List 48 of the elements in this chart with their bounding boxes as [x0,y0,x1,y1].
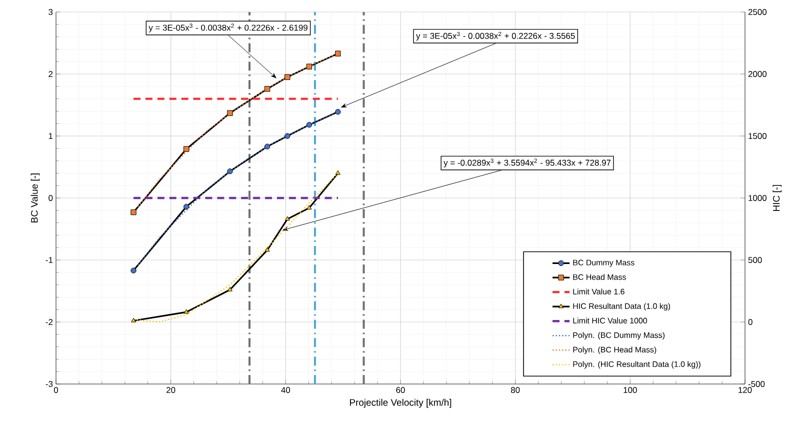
x-tick-label: 100 [624,387,637,394]
y2-tick-label: 0 [748,319,752,325]
y2-tick-label: 2000 [748,71,767,77]
y-tick-label: -3 [46,381,53,387]
y-tick-label: 1 [48,133,53,139]
x-tick-label: 20 [166,387,176,394]
point [335,170,340,175]
y2-tick-label: -500 [748,381,765,387]
annotation: y = 3E-05x$^{3}$ - 0.0038x$^{2}$ + 0.2226x - 2.6199 [148,24,308,32]
point [183,204,190,210]
point [335,108,341,115]
x-tick-label: 80 [511,387,520,394]
x-tick-label: 120 [738,387,752,394]
x-tick-label: 40 [281,387,290,394]
y2-tick-label: 500 [748,257,762,263]
point [306,205,312,210]
point [227,168,233,174]
x-tick-label: 0 [54,387,58,394]
point [306,64,312,70]
y2-axis-title: HIC [-] [772,185,782,211]
point [183,146,190,152]
y2-tick-label: 1000 [748,195,767,201]
y-tick-label: -1 [46,257,53,263]
y2-tick-label: 2500 [748,9,767,15]
point [264,144,270,150]
x-axis-title: Projectile Velocity [km/h] [350,398,452,408]
point [264,86,270,92]
y-tick-label: 3 [48,9,53,15]
y-tick-label: 0 [48,195,53,201]
x-tick-label: 60 [396,387,405,394]
y-tick-label: -2 [46,319,53,325]
point [284,74,290,80]
point [284,216,290,221]
point [227,286,232,292]
annotation: y = -0.0289x$^{3}$ + 3.5594x$^{2}$ - 95.433x + 728.97 [444,158,611,168]
point [227,110,233,116]
point [335,50,341,56]
y-tick-label: 2 [48,71,53,77]
y2-tick-label: 1500 [748,133,767,139]
point [130,268,136,274]
y-axis-title: BC Value [-] [30,174,40,222]
point [130,209,136,216]
point [306,122,312,128]
point [284,133,290,139]
point [264,247,270,252]
point [131,318,136,322]
annotation: y = 3E-05x$^{3}$ - 0.0038x$^{2}$ + 0.2226x - 3.5565 [416,32,575,41]
point [184,309,189,314]
